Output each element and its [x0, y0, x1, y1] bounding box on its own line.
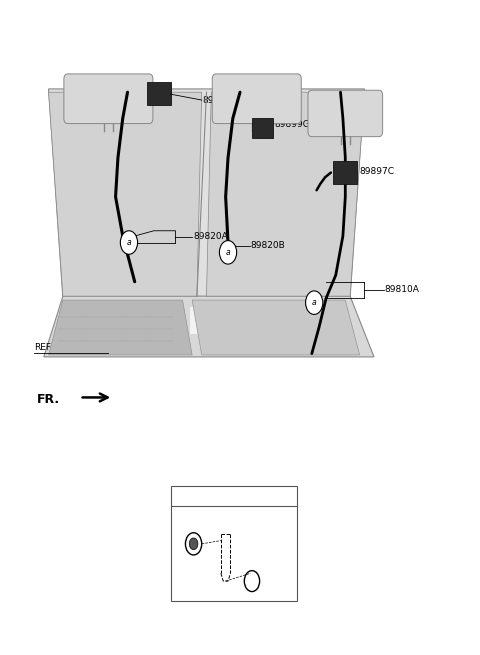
- Polygon shape: [48, 89, 364, 298]
- Text: 89830C: 89830C: [199, 316, 234, 326]
- Text: REF.88-891: REF.88-891: [34, 343, 84, 352]
- Polygon shape: [147, 83, 170, 105]
- Circle shape: [219, 240, 237, 264]
- Circle shape: [306, 291, 323, 314]
- Polygon shape: [252, 119, 273, 138]
- Text: a: a: [226, 248, 230, 257]
- Circle shape: [177, 487, 191, 505]
- Text: 89820B: 89820B: [251, 241, 285, 250]
- Text: 89820A: 89820A: [193, 232, 228, 241]
- Circle shape: [120, 231, 138, 254]
- Polygon shape: [206, 92, 364, 296]
- FancyBboxPatch shape: [212, 74, 301, 124]
- Circle shape: [189, 538, 198, 550]
- Polygon shape: [333, 161, 357, 183]
- FancyBboxPatch shape: [308, 90, 383, 137]
- Polygon shape: [48, 300, 192, 355]
- Text: a: a: [182, 493, 186, 499]
- Polygon shape: [192, 300, 360, 355]
- Text: a: a: [312, 298, 316, 307]
- Text: 89898A: 89898A: [203, 96, 238, 105]
- Text: a: a: [127, 238, 131, 247]
- Text: 88878: 88878: [179, 519, 208, 527]
- FancyBboxPatch shape: [64, 74, 153, 124]
- Bar: [170, 486, 298, 601]
- Text: 89899G: 89899G: [275, 121, 310, 130]
- Text: 89897C: 89897C: [360, 168, 395, 176]
- Text: 89810A: 89810A: [384, 286, 420, 294]
- Polygon shape: [44, 296, 374, 357]
- Text: FR.: FR.: [36, 393, 60, 406]
- Polygon shape: [48, 92, 202, 296]
- Text: 88877: 88877: [261, 573, 289, 582]
